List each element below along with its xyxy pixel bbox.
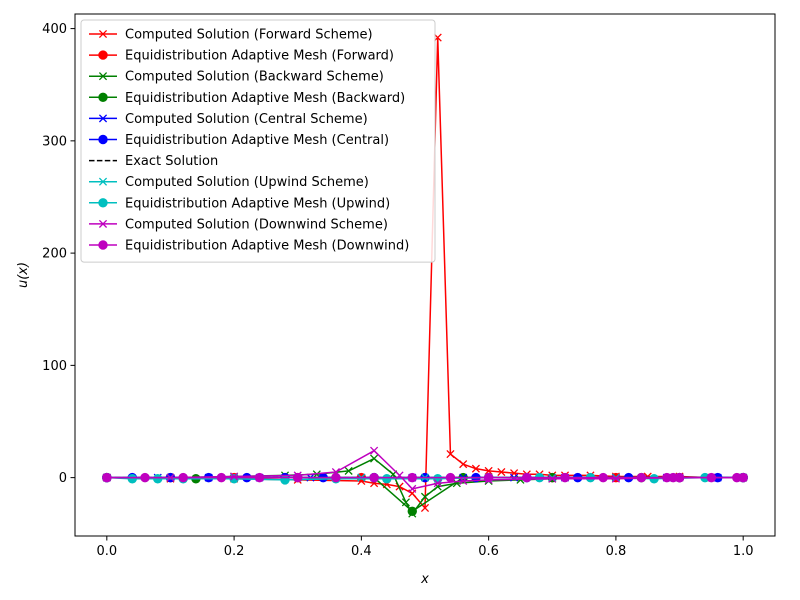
y-tick-label-4: 400 [42, 22, 67, 37]
legend-label-4: Computed Solution (Central Scheme) [125, 112, 368, 127]
data-point-10-18 [706, 472, 717, 483]
y-tick-label-0: 0 [59, 471, 67, 486]
data-point-0-12 [459, 460, 468, 469]
data-point-10-10 [483, 472, 494, 483]
legend-entry-3: Equidistribution Adaptive Mesh (Backward… [89, 91, 405, 106]
legend-label-1: Equidistribution Adaptive Mesh (Forward) [125, 49, 394, 64]
data-point-3-4 [407, 506, 417, 517]
data-point-10-17 [674, 472, 685, 483]
legend-label-10: Equidistribution Adaptive Mesh (Downwind… [125, 239, 409, 254]
legend-box [80, 19, 436, 263]
data-point-10-13 [598, 472, 608, 483]
data-layer [102, 33, 748, 518]
legend-label-0: Computed Solution (Forward Scheme) [125, 28, 373, 43]
legend-label-6: Exact Solution [125, 154, 218, 169]
legend-marker-2 [98, 72, 108, 81]
x-tick-label-3: 0.6 [478, 544, 499, 559]
data-point-10-0 [102, 472, 112, 483]
legend-marker-7 [98, 177, 108, 186]
data-point-10-7 [369, 472, 379, 483]
data-point-10-12 [560, 472, 570, 483]
data-point-10-14 [636, 472, 647, 483]
legend-marker-9 [98, 219, 108, 228]
legend-entry-10: Equidistribution Adaptive Mesh (Downwind… [89, 239, 409, 254]
data-point-10-4 [254, 472, 265, 483]
axes-frame [74, 13, 776, 537]
legend-label-5: Equidistribution Adaptive Mesh (Central) [125, 133, 389, 148]
data-point-10-3 [216, 472, 227, 483]
data-point-9-12 [611, 474, 620, 483]
data-point-0-15 [497, 467, 506, 477]
data-point-10-2 [178, 472, 188, 483]
legend-entry-0: Computed Solution (Forward Scheme) [89, 28, 373, 43]
legend-marker-3 [98, 92, 108, 103]
y-tick-label-2: 200 [42, 247, 67, 262]
data-point-10-6 [331, 472, 341, 483]
legend-marker-1 [98, 50, 108, 60]
data-point-2-5 [344, 466, 353, 475]
legend-label-8: Equidistribution Adaptive Mesh (Upwind) [125, 196, 390, 211]
data-point-10-5 [293, 472, 303, 483]
series-10 [102, 472, 748, 483]
data-point-0-13 [471, 464, 480, 473]
data-point-9-9 [459, 476, 468, 486]
data-point-10-1 [140, 472, 150, 483]
x-tick-label-4: 0.8 [606, 544, 627, 559]
legend-marker-8 [98, 198, 108, 208]
y-tick-label-3: 300 [42, 134, 67, 149]
data-point-9-5 [370, 446, 379, 455]
data-point-9-2 [230, 472, 239, 481]
data-point-8-7 [382, 474, 392, 484]
legend-entry-9: Computed Solution (Downwind Scheme) [89, 217, 388, 232]
legend-label-9: Computed Solution (Downwind Scheme) [125, 217, 388, 232]
data-point-8-8 [433, 474, 443, 484]
data-point-0-14 [484, 466, 493, 475]
legend-entry-7: Computed Solution (Upwind Scheme) [89, 175, 369, 190]
x-tick-label-0: 0.0 [96, 544, 117, 559]
data-point-9-11 [548, 474, 557, 483]
legend-entry-8: Equidistribution Adaptive Mesh (Upwind) [89, 196, 390, 211]
data-point-9-7 [408, 484, 417, 493]
data-point-2-10 [420, 492, 430, 501]
data-point-2-8 [401, 498, 410, 507]
legend-entry-5: Equidistribution Adaptive Mesh (Central) [89, 133, 389, 148]
x-axis-label: x [420, 572, 429, 587]
legend-entry-1: Equidistribution Adaptive Mesh (Forward) [89, 49, 394, 64]
plot-area [74, 13, 776, 537]
legend-label-3: Equidistribution Adaptive Mesh (Backward… [125, 91, 405, 106]
legend-label-7: Computed Solution (Upwind Scheme) [125, 175, 369, 190]
data-point-0-9 [420, 503, 430, 512]
x-tick-label-2: 0.4 [351, 544, 372, 559]
y-tick-label-1: 100 [42, 359, 67, 374]
legend-entry-6: Exact Solution [89, 154, 218, 169]
data-point-10-8 [407, 472, 417, 483]
legend-entry-2: Computed Solution (Backward Scheme) [89, 70, 384, 85]
legend-marker-4 [98, 114, 108, 123]
legend-entry-4: Computed Solution (Central Scheme) [89, 112, 368, 127]
y-axis-label: u(x) [16, 262, 31, 288]
data-point-10-11 [522, 472, 532, 483]
data-point-8-1 [127, 474, 137, 484]
x-tick-label-1: 0.2 [224, 544, 245, 559]
x-tick-label-5: 1.0 [733, 544, 754, 559]
legend-marker-10 [98, 240, 108, 250]
legend: Computed Solution (Forward Scheme) Equidi… [80, 19, 436, 263]
data-point-10-9 [445, 472, 456, 483]
axis-ticks: 0.0 0.2 0.4 0.6 0.8 1.0 0 100 200 300 400 [42, 22, 753, 559]
legend-marker-5 [98, 134, 108, 145]
data-point-2-6 [370, 454, 379, 463]
data-point-8-2 [153, 474, 163, 484]
data-point-0-11 [446, 449, 455, 459]
legend-label-2: Computed Solution (Backward Scheme) [125, 70, 384, 85]
data-point-10-20 [738, 472, 748, 483]
data-point-9-8 [433, 479, 442, 488]
legend-marker-0 [98, 29, 108, 39]
